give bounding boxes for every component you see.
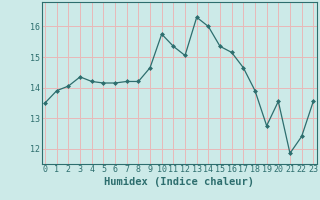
X-axis label: Humidex (Indice chaleur): Humidex (Indice chaleur) (104, 177, 254, 187)
